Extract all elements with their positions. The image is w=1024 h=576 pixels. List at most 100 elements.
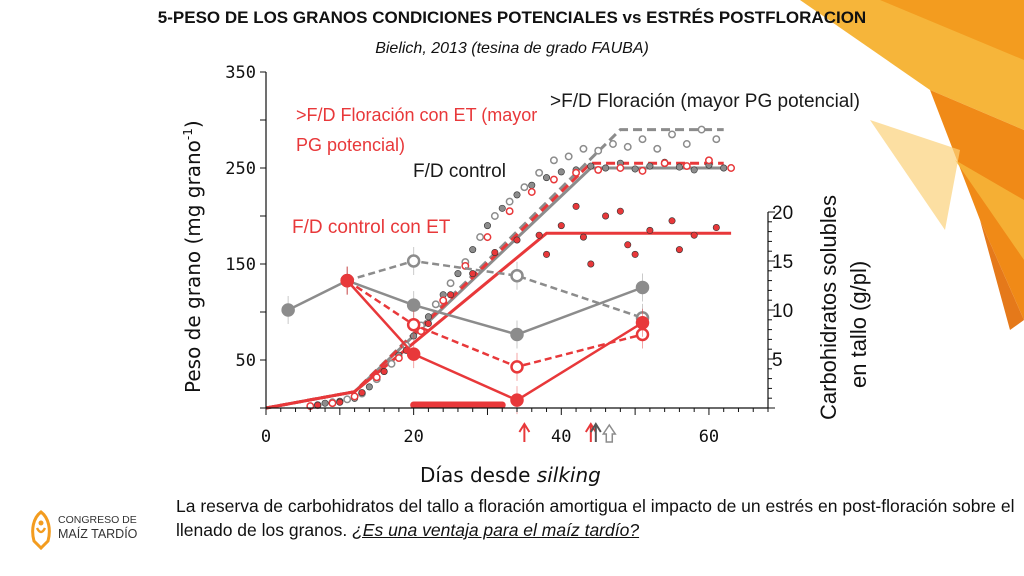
fit-lines-layer [265, 128, 732, 410]
carb-point-carb_control-2 [406, 298, 421, 312]
y-axis-label-main: Peso de grano (mg grano [181, 140, 205, 393]
observation-point-obs_red_filled-8 [491, 248, 499, 256]
observation-point-obs_gray_open-17 [564, 152, 573, 161]
observation-point-obs_red_open-1 [328, 399, 337, 408]
y2-tick-label-10: 10 [772, 301, 793, 322]
observation-point-obs_red_filled-21 [631, 250, 639, 258]
observation-point-obs_red_filled-2 [358, 389, 366, 397]
observation-point-obs_gray_open-18 [579, 144, 588, 153]
y-axis-label-close: ) [181, 120, 205, 128]
observation-point-obs_red_filled-16 [668, 217, 676, 225]
x-tick-label-20: 20 [403, 427, 423, 447]
y-tick-label-250: 250 [225, 159, 256, 179]
observation-point-obs_gray_filled-10 [454, 270, 462, 278]
annotation-control-et: F/D control con ET [292, 217, 451, 238]
observation-point-obs_gray_filled-25 [675, 163, 683, 171]
observation-point-obs_red_filled-14 [624, 241, 632, 249]
observation-point-obs_gray_filled-12 [483, 222, 491, 230]
observation-point-obs_gray_open-2 [343, 395, 352, 404]
observation-point-obs_gray_filled-8 [424, 313, 432, 321]
observation-point-obs_red_filled-11 [557, 222, 565, 230]
observation-point-obs_gray_open-5 [387, 359, 396, 368]
observation-point-obs_red_open-4 [394, 354, 403, 363]
observation-point-obs_red_open-14 [616, 164, 625, 172]
observation-point-obs_gray_filled-23 [646, 162, 654, 170]
observation-point-obs_gray_open-9 [446, 279, 455, 288]
caption-question: ¿Es una ventaja para el maíz tardío? [352, 520, 640, 540]
observation-point-obs_red_open-8 [483, 233, 492, 242]
carb-point-carb_control-4 [635, 280, 650, 295]
carb-point-carb_control_et-3 [635, 315, 650, 330]
observation-point-obs_red_open-10 [527, 188, 536, 196]
observation-point-obs_gray_open-27 [712, 135, 721, 144]
observation-point-obs_gray_filled-19 [587, 162, 595, 170]
observation-point-obs_red_open-19 [727, 164, 736, 172]
y-axis-label: Peso de grano (mg grano-1) [181, 120, 205, 393]
observation-point-obs_gray_open-14 [520, 183, 529, 192]
observation-point-obs_red_open-15 [638, 166, 647, 175]
observation-point-obs_red_open-11 [549, 175, 558, 184]
observation-point-obs_red_filled-24 [616, 207, 624, 215]
observation-point-obs_gray_open-23 [653, 144, 662, 153]
timing-arrow-0 [518, 422, 531, 442]
carb-point-carb_et_mayor_pg-2 [510, 360, 524, 374]
observation-point-obs_gray_open-24 [668, 130, 676, 139]
carb-point-carb_control_et-0 [340, 273, 354, 288]
carb-point-carb_mayor_pg-1 [406, 254, 421, 268]
carb-line-carb_mayor_pg [346, 259, 643, 319]
observation-point-obs_gray_filled-22 [631, 165, 639, 173]
observation-point-obs_red_filled-3 [380, 368, 388, 376]
annotation-control: F/D control [413, 161, 506, 182]
logo-line1: CONGRESO DE [58, 514, 137, 526]
y2-axis-label-line2: en tallo (g/pl) [846, 261, 871, 388]
y2-tick-label-5: 5 [772, 350, 783, 371]
y2-tick-label-20: 20 [772, 203, 793, 224]
observation-point-obs_gray_open-19 [594, 146, 603, 155]
annotation-et-mayor-pg-line2: PG potencial) [296, 135, 405, 155]
observation-point-obs_red_filled-22 [675, 246, 683, 254]
observation-point-obs_red_open-13 [594, 165, 603, 174]
observation-point-obs_gray_filled-17 [557, 168, 565, 176]
observation-point-obs_gray_filled-7 [410, 332, 418, 340]
observation-point-obs_gray_filled-4 [365, 383, 373, 391]
slide-subtitle: Bielich, 2013 (tesina de grado FAUBA) [375, 40, 649, 57]
caption-text: La reserva de carbohidratos del tallo a … [176, 496, 1015, 540]
x-axis-label: Días desde silking [420, 463, 601, 487]
arrow-head-1 [584, 422, 597, 433]
observation-point-obs_red_filled-18 [712, 224, 720, 232]
observation-point-obs_gray_open-13 [505, 197, 514, 206]
carb-point-carb_control-3 [510, 327, 524, 342]
arrow-head-0 [518, 422, 531, 433]
observation-point-obs_red_filled-13 [602, 212, 610, 220]
carb-point-carb_et_mayor_pg-1 [406, 317, 421, 332]
observation-point-obs_red_filled-0 [314, 401, 322, 409]
x-tick-label-0: 0 [261, 427, 271, 447]
observation-point-obs_gray_filled-26 [690, 166, 698, 174]
observation-point-obs_red_open-6 [439, 296, 448, 305]
observation-point-obs_gray_open-12 [490, 212, 499, 220]
observation-point-obs_red_filled-6 [447, 291, 455, 299]
carb-line-carb_et_mayor_pg [346, 279, 643, 369]
observation-point-obs_gray_open-8 [431, 300, 440, 309]
carb-point-carb_mayor_pg-2 [510, 268, 524, 283]
observation-point-obs_gray_open-15 [535, 168, 544, 177]
observation-point-obs_red_filled-5 [424, 320, 432, 328]
observation-point-obs_red_open-2 [350, 392, 359, 401]
observation-point-obs_red_open-18 [704, 156, 713, 165]
y-tick-label-350: 350 [225, 63, 256, 83]
timing-arrow-1 [584, 422, 597, 442]
slide-caption: La reserva de carbohidratos del tallo a … [176, 494, 1016, 542]
carbohydrate-lines-layer [281, 247, 650, 415]
observation-point-obs_red_filled-23 [572, 202, 580, 210]
y-axis-label-sup: -1 [181, 128, 195, 140]
observation-point-obs_gray_filled-13 [498, 204, 506, 212]
y-tick-label-150: 150 [225, 255, 256, 275]
observation-point-obs_red_filled-1 [336, 398, 344, 406]
observation-point-obs_gray_open-21 [623, 142, 632, 151]
observation-point-obs_gray_filled-28 [720, 164, 728, 172]
annotation-mayor-pg: >F/D Floración (mayor PG potencial) [550, 91, 860, 112]
congress-logo: CONGRESO DE MAÍZ TARDÍO [26, 506, 166, 556]
arrow-head-2 [589, 422, 602, 433]
